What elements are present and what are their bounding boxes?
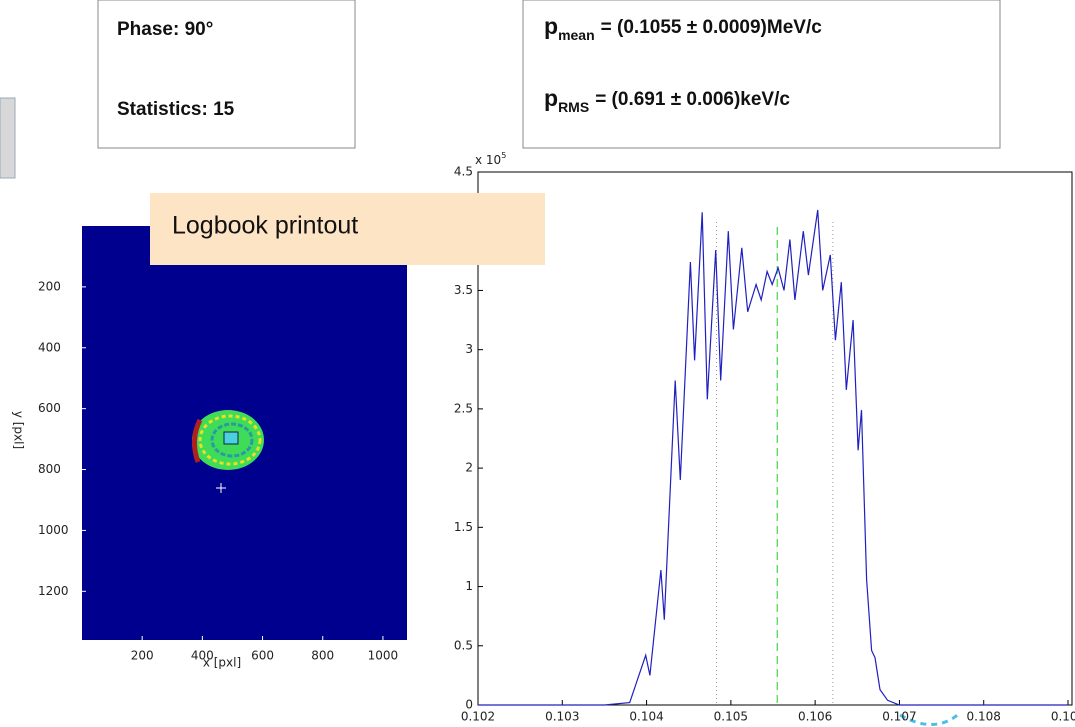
y-tick-label: 600 (38, 401, 61, 415)
x-tick-label: 1000 (368, 649, 399, 663)
x-tick-label: 0.105 (714, 710, 748, 724)
y-axis-label: y [pxl] (12, 411, 26, 449)
y-tick-label: 400 (38, 340, 61, 354)
y-tick-label: 0 (465, 698, 473, 712)
power: 5 (501, 151, 506, 160)
subscript: mean (558, 27, 595, 43)
page: Phase: 90° Statistics: 15 pmean= (0.1055… (0, 0, 1075, 727)
x-tick-label: 0.106 (798, 710, 832, 724)
x-tick-label: 0.107 (882, 710, 916, 724)
x-tick-label: 0.108 (967, 710, 1001, 724)
symbol: p (544, 85, 558, 111)
text: = (0.691 ± 0.006)keV/c (595, 89, 790, 110)
symbol: p (544, 13, 558, 39)
y-tick-label: 2 (465, 461, 473, 475)
x-tick-label: 0.102 (461, 710, 495, 724)
y-tick-label: 2.5 (454, 401, 473, 415)
x-axis-label: x [pxl] (203, 656, 241, 670)
y-tick-label: 200 (38, 279, 61, 293)
y-tick-label: 1000 (38, 523, 69, 537)
banner-text: Logbook printout (172, 212, 358, 240)
plot-area (478, 172, 1072, 705)
statistics: Statistics: 15 (117, 99, 235, 120)
x-tick-label: 0.104 (629, 710, 663, 724)
subscript: RMS (558, 99, 589, 115)
x-tick-label: 0.109 (1051, 710, 1075, 724)
exponent-label: x 105 (475, 151, 506, 167)
y-tick-label: 800 (38, 462, 61, 476)
phase: Phase: 90° (117, 19, 213, 40)
x-tick-label: 800 (311, 649, 334, 663)
y-tick-label: 4.5 (454, 165, 473, 179)
core (224, 432, 238, 444)
window-fragment (0, 98, 15, 178)
x-tick-label: 200 (131, 649, 154, 663)
y-tick-label: 0.5 (454, 638, 473, 652)
x-tick-label: 0.103 (545, 710, 579, 724)
chart: Phase: 90° Statistics: 15 pmean= (0.1055… (0, 0, 1075, 727)
y-tick-label: 1.5 (454, 520, 473, 534)
base: x 10 (475, 153, 501, 167)
y-tick-label: 1 (465, 579, 473, 593)
text: = (0.1055 ± 0.0009)MeV/c (601, 17, 823, 38)
x-tick-label: 600 (251, 649, 274, 663)
y-tick-label: 3 (465, 342, 473, 356)
y-tick-label: 1200 (38, 584, 69, 598)
y-tick-label: 3.5 (454, 283, 473, 297)
